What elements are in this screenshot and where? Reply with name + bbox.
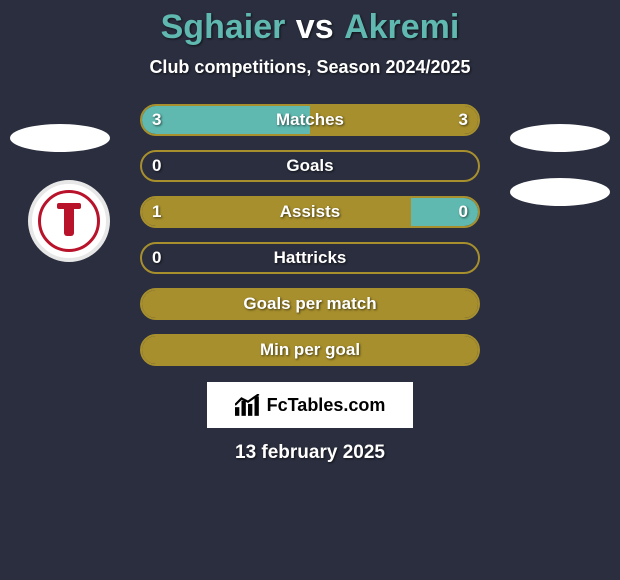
stat-bar-label: Goals per match	[142, 290, 478, 318]
stat-bar: Hattricks0	[140, 242, 480, 274]
stat-bar-label: Min per goal	[142, 336, 478, 364]
player-right-name: Akremi	[344, 8, 459, 47]
stat-bar-label: Goals	[142, 152, 478, 180]
vs-text: vs	[296, 8, 334, 47]
club-badge	[28, 180, 110, 262]
title-row: Sghaier vs Akremi	[0, 0, 620, 47]
stat-bar: Assists1 0	[140, 196, 480, 228]
stat-bar-value-left: 3	[152, 106, 161, 134]
stat-bar-value-left: 0	[152, 244, 161, 272]
footer-date: 13 february 2025	[0, 442, 620, 464]
stat-bar: Goals0	[140, 150, 480, 182]
branding-box: FcTables.com	[207, 382, 413, 428]
branding-text: FcTables.com	[267, 395, 386, 416]
stat-bar-label: Assists	[142, 198, 478, 226]
decor-oval-right-top	[510, 124, 610, 152]
stat-bar-label: Matches	[142, 106, 478, 134]
comparison-bars: Matches33Goals0Assists10Hattricks0Goals …	[140, 104, 480, 366]
stat-bar: Min per goal	[140, 334, 480, 366]
stat-bar-value-left: 1	[152, 198, 161, 226]
stat-bar-label: Hattricks	[142, 244, 478, 272]
stat-bar-value-right: 0	[459, 198, 468, 226]
player-left-name: Sghaier	[161, 8, 286, 47]
stat-bar-value-left: 0	[152, 152, 161, 180]
decor-oval-left	[10, 124, 110, 152]
subtitle: Club competitions, Season 2024/2025	[0, 57, 620, 78]
stat-bar: Matches3 3	[140, 104, 480, 136]
decor-oval-right-bottom	[510, 178, 610, 206]
club-badge-icon	[38, 190, 100, 252]
branding-chart-icon	[235, 394, 261, 416]
stat-bar-value-right: 3	[459, 106, 468, 134]
stat-bar: Goals per match	[140, 288, 480, 320]
